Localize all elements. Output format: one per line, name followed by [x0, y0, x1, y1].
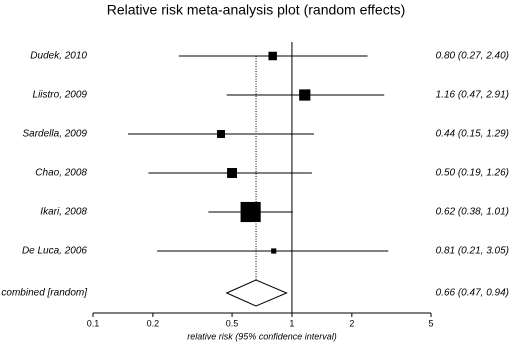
study-label: Chao, 2008 [35, 168, 87, 179]
x-tick-label: 0.5 [226, 318, 239, 328]
value-label: 1.16 (0.47, 2.91) [436, 90, 509, 101]
x-tick-label: 2 [349, 318, 354, 328]
study-label: Sardella, 2009 [23, 129, 88, 140]
study-label: Dudek, 2010 [30, 51, 87, 62]
x-tick-label: 0.2 [147, 318, 160, 328]
value-label: 0.81 (0.21, 3.05) [436, 246, 509, 257]
study-label: De Luca, 2006 [22, 246, 87, 257]
value-label: 0.80 (0.27, 2.40) [436, 51, 509, 62]
combined-value-label: 0.66 (0.47, 0.94) [436, 288, 509, 299]
study-label: Ikari, 2008 [40, 207, 87, 218]
combined-diamond [225, 279, 288, 307]
x-tick-label: 5 [428, 318, 433, 328]
estimate-square [240, 201, 261, 223]
estimate-square [299, 89, 311, 101]
estimate-square [268, 51, 277, 61]
value-label: 0.62 (0.38, 1.01) [436, 207, 509, 218]
x-axis-label: relative risk (95% confidence interval) [187, 331, 337, 341]
x-tick-label: 1 [289, 318, 294, 328]
estimate-square [227, 168, 238, 178]
combined-label: combined [random] [1, 288, 87, 299]
chart-title: Relative risk meta-analysis plot (random… [107, 2, 406, 18]
value-label: 0.44 (0.15, 1.29) [436, 129, 509, 140]
value-label: 0.50 (0.19, 1.26) [436, 168, 509, 179]
study-label: Liistro, 2009 [33, 90, 88, 101]
estimate-square [217, 130, 225, 138]
estimate-square [271, 248, 277, 254]
x-tick-label: 0.1 [87, 318, 100, 328]
